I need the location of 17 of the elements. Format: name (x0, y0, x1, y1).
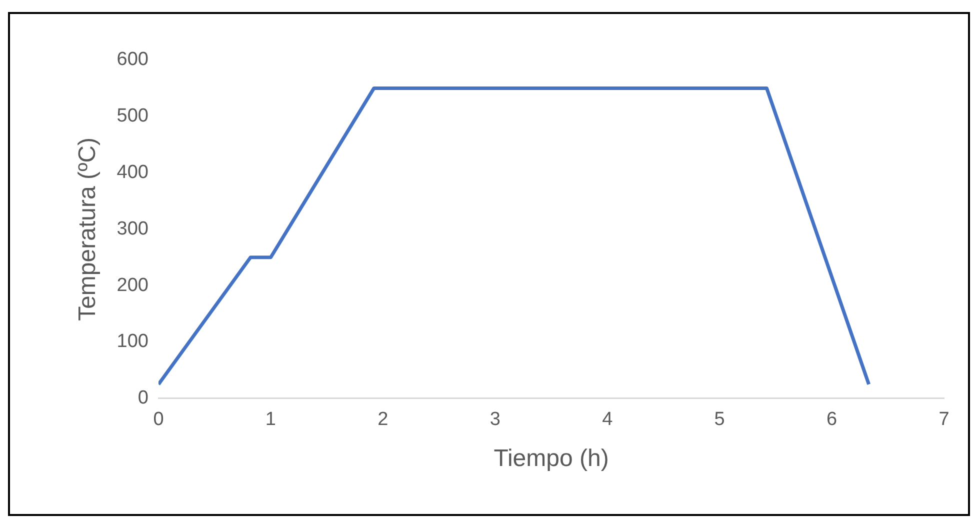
y-tick-label: 400 (116, 162, 148, 184)
x-tick-label: 7 (938, 409, 950, 430)
y-tick-label: 100 (116, 331, 148, 352)
y-tick-label: 500 (116, 106, 148, 127)
x-tick-label: 1 (265, 409, 276, 430)
x-tick-label: 3 (490, 409, 500, 430)
x-tick-label: 0 (153, 409, 164, 430)
x-tick-label: 2 (378, 409, 388, 430)
y-tick-label: 300 (116, 218, 148, 240)
y-tick-label: 600 (116, 49, 148, 70)
x-axis-title: Tiempo (h) (494, 445, 609, 472)
x-tick-label: 5 (714, 409, 725, 430)
y-axis-title: Temperatura (ºC) (74, 137, 102, 321)
y-tick-label: 200 (116, 274, 148, 296)
y-tick-label: 0 (138, 388, 148, 409)
x-tick-label: 6 (826, 409, 838, 430)
x-tick-label: 4 (602, 409, 614, 430)
